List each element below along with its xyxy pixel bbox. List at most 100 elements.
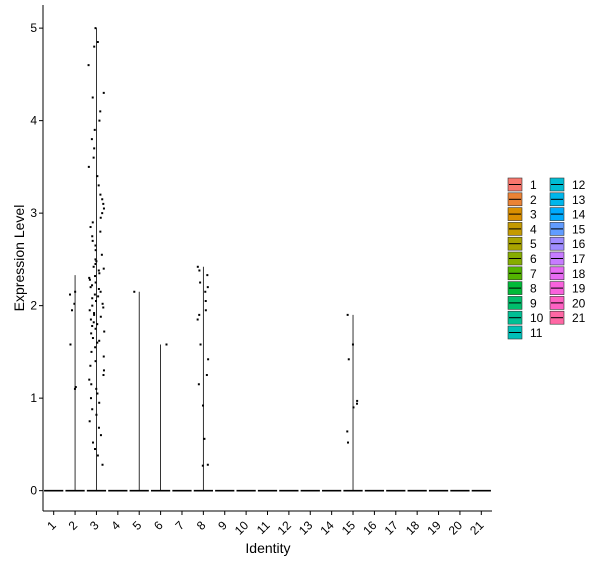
legend-label-18: 18	[572, 267, 586, 281]
point-3-7	[95, 413, 98, 416]
y-tick-label-3: 3	[30, 206, 37, 220]
point-3-15	[102, 374, 105, 377]
point-3-8	[91, 408, 94, 411]
point-3-56	[95, 260, 98, 263]
point-8-0	[201, 464, 204, 467]
point-3-69	[102, 202, 105, 205]
point-3-61	[91, 239, 94, 242]
point-8-2	[203, 437, 206, 440]
x-tick-label-4: 4	[108, 518, 123, 533]
point-3-28	[91, 324, 94, 327]
point-3-12	[95, 387, 98, 390]
point-3-43	[99, 290, 102, 293]
y-tick-label-4: 4	[30, 114, 37, 128]
point-3-51	[98, 272, 101, 275]
x-tick-label-12: 12	[275, 518, 295, 538]
point-3-35	[88, 309, 91, 312]
point-3-29	[96, 323, 99, 326]
point-8-9	[198, 313, 201, 316]
point-8-4	[197, 383, 200, 386]
x-tick-label-11: 11	[254, 518, 273, 537]
point-3-49	[88, 276, 91, 279]
point-2-1	[74, 386, 77, 389]
point-3-17	[89, 364, 92, 367]
point-2-4	[73, 302, 76, 305]
point-3-86	[94, 27, 97, 30]
point-3-73	[96, 175, 99, 178]
point-3-18	[94, 360, 97, 363]
point-15-1	[346, 430, 349, 433]
point-2-2	[69, 343, 72, 346]
x-tick-label-18: 18	[403, 518, 423, 538]
point-8-1	[206, 463, 209, 466]
point-3-79	[98, 119, 101, 122]
x-tick-label-16: 16	[360, 518, 380, 538]
point-3-60	[94, 244, 97, 247]
point-8-3	[201, 404, 204, 407]
point-3-23	[98, 339, 101, 342]
point-3-26	[103, 330, 106, 333]
legend-label-20: 20	[572, 296, 586, 310]
legend-label-10: 10	[530, 311, 544, 325]
legend-label-21: 21	[572, 311, 586, 325]
legend-label-5: 5	[530, 237, 537, 251]
y-tick-label-1: 1	[30, 391, 37, 405]
plot-area	[44, 27, 491, 492]
point-8-13	[206, 286, 209, 289]
point-3-47	[94, 281, 97, 284]
x-tick-label-9: 9	[215, 518, 230, 533]
legend-label-16: 16	[572, 237, 586, 251]
point-3-66	[99, 216, 102, 219]
point-15-5	[347, 358, 350, 361]
point-3-76	[93, 147, 96, 150]
x-tick-label-3: 3	[87, 518, 102, 533]
point-3-38	[101, 302, 104, 305]
point-3-19	[102, 355, 105, 358]
point-3-5	[97, 426, 100, 429]
x-tick-label-17: 17	[382, 518, 402, 538]
legend-label-11: 11	[530, 326, 543, 340]
point-3-77	[90, 138, 93, 141]
legend-label-17: 17	[572, 252, 586, 266]
x-axis: 1 2 3 4 5 6 7 8 9 10 11 12 13 14 15 16 17 18 19 20 21	[43, 510, 492, 538]
point-2-5	[74, 290, 77, 293]
point-3-81	[91, 96, 94, 99]
legend-label-6: 6	[530, 252, 537, 266]
x-tick-label-15: 15	[339, 518, 359, 538]
point-3-2	[94, 448, 97, 451]
legend-label-3: 3	[530, 208, 537, 222]
point-3-72	[97, 184, 100, 187]
point-3-30	[92, 321, 95, 324]
point-8-7	[199, 343, 202, 346]
legend-label-13: 13	[572, 193, 586, 207]
point-3-74	[87, 165, 90, 168]
point-3-25	[90, 332, 93, 335]
point-15-6	[351, 343, 354, 346]
legend-label-1: 1	[530, 178, 537, 192]
legend-label-9: 9	[530, 296, 537, 310]
point-3-48	[88, 278, 91, 281]
point-8-12	[204, 290, 207, 293]
y-tick-label-5: 5	[30, 21, 37, 35]
point-3-44	[97, 287, 100, 290]
legend-label-4: 4	[530, 222, 537, 236]
point-3-4	[99, 434, 102, 437]
point-8-10	[204, 309, 207, 312]
legend-label-8: 8	[530, 282, 537, 296]
point-3-78	[93, 128, 96, 131]
point-3-40	[91, 297, 94, 300]
point-3-21	[94, 346, 97, 349]
point-3-33	[93, 313, 96, 316]
point-3-54	[92, 265, 95, 268]
point-3-65	[91, 221, 94, 224]
point-3-36	[102, 306, 105, 309]
point-3-70	[101, 198, 104, 201]
point-5-0	[133, 290, 136, 293]
legend-label-14: 14	[572, 208, 586, 222]
point-8-16	[198, 269, 201, 272]
x-tick-label-19: 19	[424, 518, 444, 538]
point-15-2	[352, 406, 355, 409]
point-3-46	[91, 284, 94, 287]
x-tick-label-2: 2	[66, 518, 81, 533]
